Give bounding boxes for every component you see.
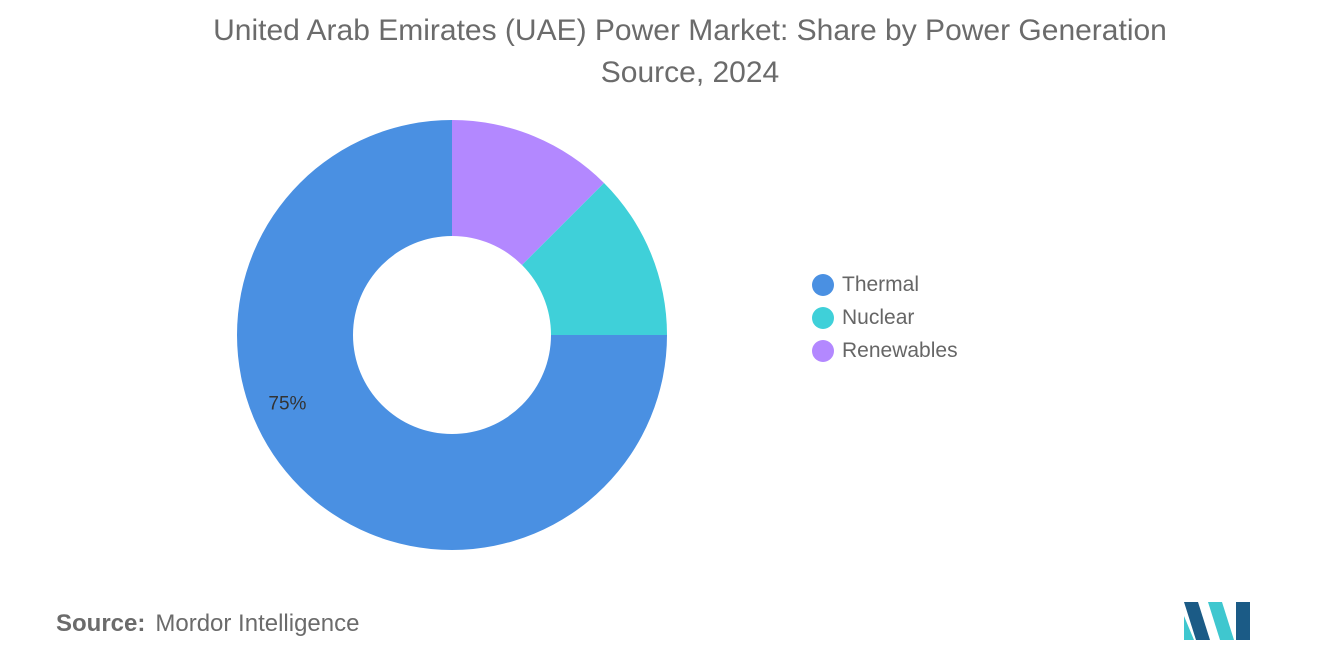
source-value: Mordor Intelligence: [155, 610, 360, 637]
mordor-logo-icon: [1184, 602, 1250, 640]
chart-title: United Arab Emirates (UAE) Power Market:…: [213, 14, 1167, 89]
legend-swatch-icon: [812, 273, 834, 296]
legend-label: Renewables: [842, 338, 958, 362]
donut-labels: 75%: [268, 394, 306, 415]
slice-thermal: [237, 120, 667, 550]
slice-nuclear: [522, 182, 667, 335]
legend-label: Nuclear: [842, 305, 915, 329]
source-key: Source:: [56, 610, 146, 637]
legend-item-thermal: Thermal: [812, 268, 958, 301]
legend-label: Thermal: [842, 272, 920, 296]
donut-slices: [237, 120, 667, 550]
slice-label-thermal: 75%: [268, 394, 306, 415]
source-line: Source: Mordor Intelligence: [56, 610, 359, 638]
legend-swatch-icon: [812, 306, 834, 329]
legend-swatch-icon: [812, 339, 834, 362]
legend-item-nuclear: Nuclear: [812, 301, 958, 334]
slice-renewables: [452, 120, 605, 265]
chart-legend: Thermal Nuclear Renewables: [812, 268, 958, 367]
legend-item-renewables: Renewables: [812, 334, 958, 367]
